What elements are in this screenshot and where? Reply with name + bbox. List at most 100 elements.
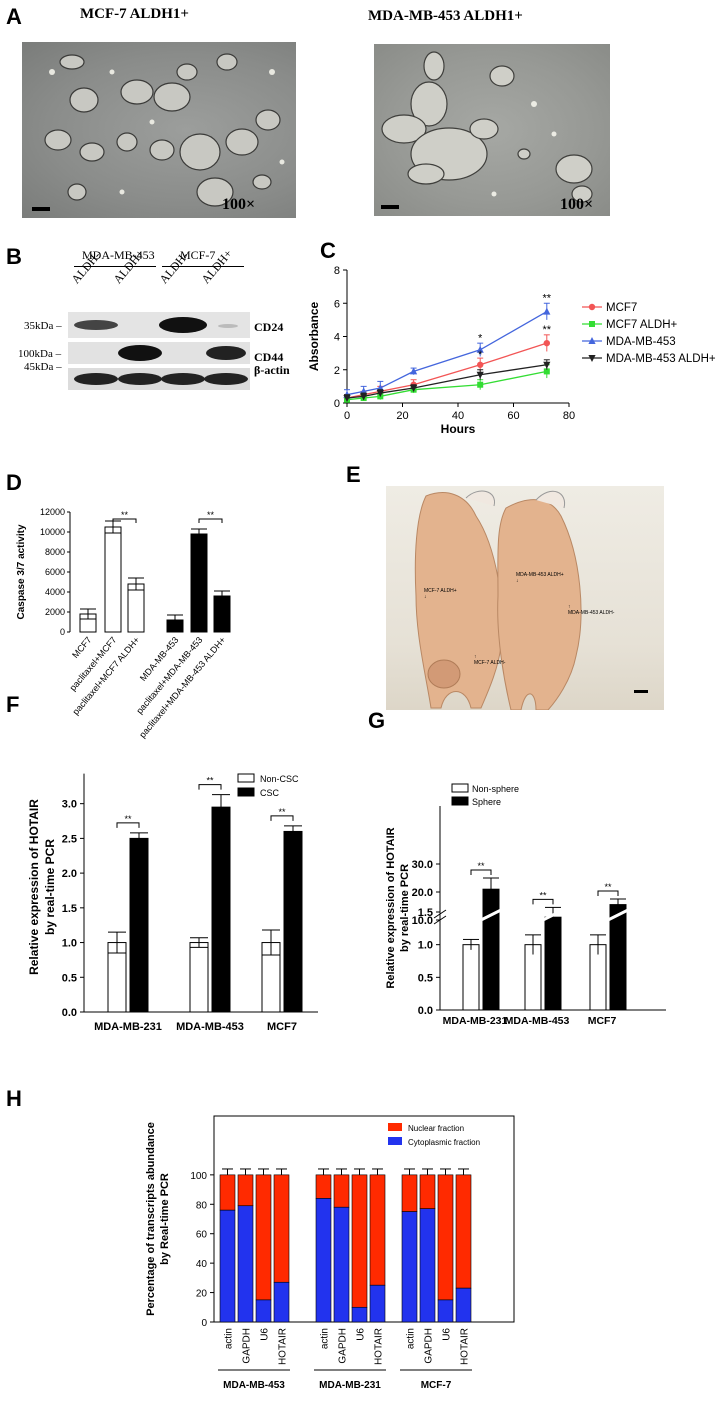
g-bar-2-1 (609, 904, 627, 1011)
g-category-label-2: MCF7 (588, 1015, 617, 1027)
lane-label-1: ALDH- (68, 248, 104, 287)
h-bar-nuclear-1-0 (315, 1174, 332, 1199)
g-bar-1-1 (544, 916, 562, 1011)
c-ylabel: Absorbance (307, 302, 321, 372)
h-ylabel-line1: Percentage of transcripts abundance (145, 1122, 157, 1316)
western-group-mcf7: MCF-7 (180, 248, 216, 262)
panel-a-left-title: MCF-7 ALDH1+ (80, 6, 189, 22)
g-ytick-label-low-0: 0.0 (418, 1005, 433, 1017)
h-legend-label-0: Nuclear fraction (408, 1124, 464, 1133)
h-category-label-2-3: HOTAIR (460, 1328, 471, 1365)
western-blot (68, 312, 250, 390)
g-ylabel-line1: Relative expression of HOTAIR (385, 827, 397, 988)
c-point-3-5 (543, 361, 551, 369)
h-ytick-label-2: 40 (196, 1259, 208, 1270)
c-xtick-label-0: 0 (344, 410, 350, 422)
g-ytick-label-up-2: 30.0 (412, 859, 433, 871)
h-bar-cyto-0-3 (273, 1281, 290, 1323)
c-point-3-4 (476, 371, 484, 379)
g-bar-break-0 (480, 908, 502, 922)
h-bar-cyto-2-2 (437, 1299, 454, 1323)
h-category-label-1-2: U6 (356, 1328, 367, 1341)
h-bar-nuclear-0-1 (237, 1174, 254, 1207)
f-category-label-2: MCF7 (267, 1021, 297, 1033)
g-category-label-1: MDA-MB-453 (505, 1015, 570, 1027)
h-category-label-0-2: U6 (260, 1328, 271, 1341)
f-ylabel-line2: by real-time PCR (43, 839, 57, 935)
micrograph-mda-spheres (381, 51, 593, 203)
h-bar-nuclear-0-0 (219, 1174, 236, 1211)
c-ytick-label-4: 8 (334, 265, 340, 277)
c-point-2-4 (476, 345, 484, 353)
band-cd24-4 (218, 324, 238, 328)
micrograph-mda-mb-453-aldh1 (374, 44, 610, 216)
h-bar-nuclear-1-2 (351, 1174, 368, 1308)
f-bar-1-1 (211, 806, 231, 1013)
c-point-2-5 (543, 307, 551, 315)
f-bar-2-1 (283, 830, 303, 1013)
g-legend-label-0: Non-sphere (472, 784, 519, 794)
h-category-label-2-1: GAPDH (424, 1328, 435, 1364)
c-point-3-1 (360, 393, 368, 401)
g-sig-label-1: ** (539, 890, 547, 900)
c-series-line-3 (346, 364, 547, 399)
d-bar-1 (104, 526, 122, 633)
c-annotation-2: ** (543, 293, 552, 305)
f-ytick-label-6: 3.0 (62, 799, 77, 811)
d-ytick-label-5: 10000 (40, 527, 65, 537)
scale-bar-e (634, 690, 648, 693)
h-bar-cyto-2-3 (455, 1287, 472, 1323)
c-ytick-label-3: 6 (334, 298, 340, 310)
h-category-label-2-0: actin (406, 1328, 417, 1349)
magnification-label-a-right: 100× (560, 196, 594, 213)
g-ytick-label-up-0: 10.0 (412, 915, 433, 927)
protein-actin: β-actin (254, 363, 290, 377)
c-point-3-2 (376, 390, 384, 398)
chart-h-fraction: 0 20 40 60 80 100 Percentage of transcripts ab… (145, 1115, 515, 1391)
band-cd24-1 (74, 320, 118, 330)
protein-cd44: CD44 (254, 350, 284, 364)
c-point-2-3 (410, 367, 418, 375)
h-ytick-label-3: 60 (196, 1230, 208, 1241)
scale-bar-a-left (32, 207, 50, 211)
label-e-mcf7-aldh-neg: ↑ MCF-7 ALDH- (474, 654, 506, 666)
micrograph-mcf7-spheres (44, 53, 285, 207)
scale-bar-a-right (381, 205, 399, 209)
g-sig-bracket-2 (597, 890, 619, 896)
c-annotation-0: * (478, 332, 483, 344)
band-actin-3 (161, 373, 205, 385)
g-sig-label-0: ** (477, 861, 485, 871)
g-ylabel-line2: by real-time PCR (399, 864, 411, 952)
xenograft-mice (414, 490, 582, 710)
g-legend-swatch-0 (451, 783, 469, 793)
c-point-3-0 (343, 395, 351, 403)
d-bar-2 (127, 583, 145, 633)
h-group-label-1: MDA-MB-231 (319, 1380, 381, 1391)
d-ytick-label-4: 8000 (45, 547, 65, 557)
f-sig-bracket-1 (198, 784, 222, 790)
g-sig-bracket-0 (470, 869, 492, 875)
d-sig-bracket-1 (198, 518, 223, 523)
d-ytick-label-6: 12000 (40, 507, 65, 517)
c-ytick-label-1: 2 (334, 365, 340, 377)
c-point-1-5 (543, 368, 550, 375)
panel-letter-e: E (346, 462, 361, 487)
f-bar-1-0 (189, 942, 209, 1013)
f-sig-label-2: ** (278, 807, 286, 817)
d-ytick-label-0: 0 (60, 627, 65, 637)
h-bar-nuclear-0-3 (273, 1174, 290, 1283)
h-bar-nuclear-2-2 (437, 1174, 454, 1301)
g-bar-1-0 (524, 944, 542, 1011)
f-ytick-label-5: 2.5 (62, 833, 77, 845)
h-bar-cyto-2-1 (419, 1208, 436, 1323)
h-bar-cyto-1-1 (333, 1206, 350, 1323)
h-category-label-0-1: GAPDH (242, 1328, 253, 1364)
band-cd24-3 (159, 317, 207, 333)
micrograph-mcf7-aldh1 (22, 42, 296, 218)
c-series-line-1 (346, 370, 547, 401)
band-actin-1 (74, 373, 118, 385)
c-point-0-5 (543, 339, 550, 347)
d-ytick-label-1: 2000 (45, 607, 65, 617)
c-series-line-2 (346, 310, 548, 396)
f-category-label-1: MDA-MB-453 (176, 1021, 244, 1033)
